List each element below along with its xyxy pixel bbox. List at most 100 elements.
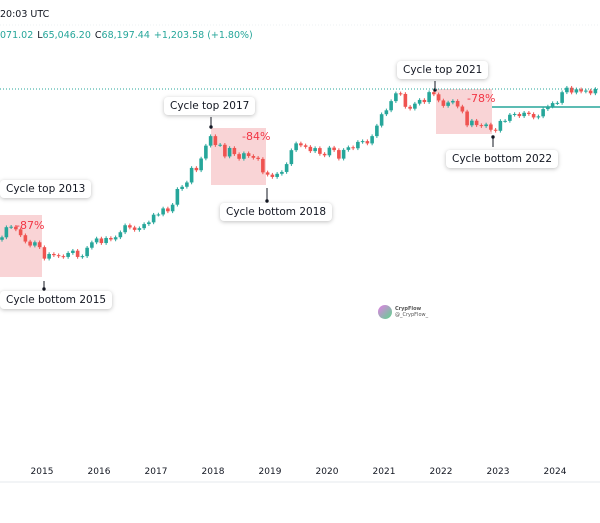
candle <box>123 225 127 233</box>
candle <box>275 173 279 177</box>
candle <box>75 250 80 257</box>
candle <box>223 144 227 157</box>
x-tick-label: 2015 <box>30 467 54 477</box>
candle <box>218 144 222 146</box>
candle <box>413 103 417 109</box>
candle <box>365 141 370 144</box>
candle <box>99 238 104 244</box>
candle <box>42 247 47 259</box>
candle <box>199 158 203 171</box>
open-value: 071.02 <box>0 30 34 41</box>
candle <box>166 208 170 212</box>
candle <box>531 114 536 118</box>
candle <box>555 102 560 104</box>
annotation-cycle-top-2021: Cycle top 2021 <box>397 61 489 79</box>
candle <box>550 103 555 107</box>
candle <box>37 242 42 248</box>
x-tick-label: 2017 <box>144 467 168 477</box>
annotation-cycle-bottom-2018: Cycle bottom 2018 <box>220 203 333 221</box>
candle <box>270 174 275 177</box>
candle <box>80 256 85 258</box>
watermark: CrypFlow @_CrypFlow_ <box>378 305 428 319</box>
candle <box>436 94 441 101</box>
candle <box>479 125 484 127</box>
low-value: 65,046.20 <box>42 30 91 41</box>
close-value: 68,197.44 <box>101 30 150 41</box>
candle <box>508 114 512 121</box>
drawdown-label-2017: -84% <box>242 130 271 143</box>
candle <box>522 112 526 117</box>
candle <box>360 141 365 143</box>
candle <box>227 147 232 157</box>
candle <box>113 237 118 240</box>
candle <box>232 147 237 155</box>
candle <box>132 227 137 230</box>
arrow-head <box>491 135 495 139</box>
candle <box>204 145 208 159</box>
candle <box>33 242 37 246</box>
candle <box>527 112 531 115</box>
change-value: +1,203.58 (+1.80%) <box>153 30 253 41</box>
candle <box>52 253 56 256</box>
candle <box>536 116 541 118</box>
candle <box>398 93 403 95</box>
candle <box>142 224 146 229</box>
annotation-cycle-top-2013: Cycle top 2013 <box>0 180 92 198</box>
candle <box>18 229 23 236</box>
low-label: L <box>37 30 43 41</box>
arrow-head <box>42 287 46 291</box>
candle <box>294 143 298 151</box>
candle <box>441 100 446 106</box>
candle <box>137 228 142 230</box>
candle <box>569 87 574 93</box>
candle <box>242 153 246 159</box>
candle <box>470 120 474 126</box>
candle <box>341 149 346 159</box>
candle <box>322 153 327 156</box>
candle <box>251 156 256 158</box>
candle <box>318 148 322 154</box>
x-tick-label: 2021 <box>372 467 396 477</box>
candle <box>455 100 460 107</box>
candle <box>104 237 108 244</box>
candle <box>460 106 465 112</box>
candle <box>394 93 398 102</box>
candle <box>541 109 545 117</box>
chart-time: 20:03 UTC <box>0 9 50 20</box>
candle <box>85 247 89 257</box>
candle <box>299 143 303 146</box>
candle <box>237 154 241 159</box>
annotation-cycle-top-2017: Cycle top 2017 <box>164 97 256 115</box>
candle <box>0 237 4 240</box>
candle <box>246 153 251 157</box>
x-tick-label: 2020 <box>315 467 339 477</box>
candle <box>180 186 184 189</box>
candle <box>565 87 569 93</box>
arrow-head <box>265 199 269 203</box>
candle <box>289 150 294 165</box>
candle <box>389 101 393 111</box>
candle <box>303 145 308 147</box>
x-tick-label: 2018 <box>201 467 225 477</box>
candle <box>465 111 469 126</box>
candle <box>346 147 351 150</box>
close-label: C <box>94 30 102 41</box>
candle <box>351 147 355 149</box>
annotation-cycle-bottom-2022: Cycle bottom 2022 <box>446 150 559 168</box>
candle <box>579 89 583 92</box>
annotation-cycle-bottom-2015: Cycle bottom 2015 <box>0 291 113 309</box>
candle <box>517 113 522 117</box>
candle <box>498 120 503 131</box>
candle <box>332 147 336 151</box>
candle <box>256 157 260 159</box>
candle <box>213 136 218 146</box>
candle <box>208 136 213 146</box>
candle <box>446 102 450 106</box>
candle <box>432 92 436 95</box>
candle <box>94 238 99 243</box>
candle <box>574 89 579 93</box>
x-tick-label: 2024 <box>543 467 567 477</box>
arrow-head <box>209 125 213 129</box>
candle <box>14 226 18 230</box>
